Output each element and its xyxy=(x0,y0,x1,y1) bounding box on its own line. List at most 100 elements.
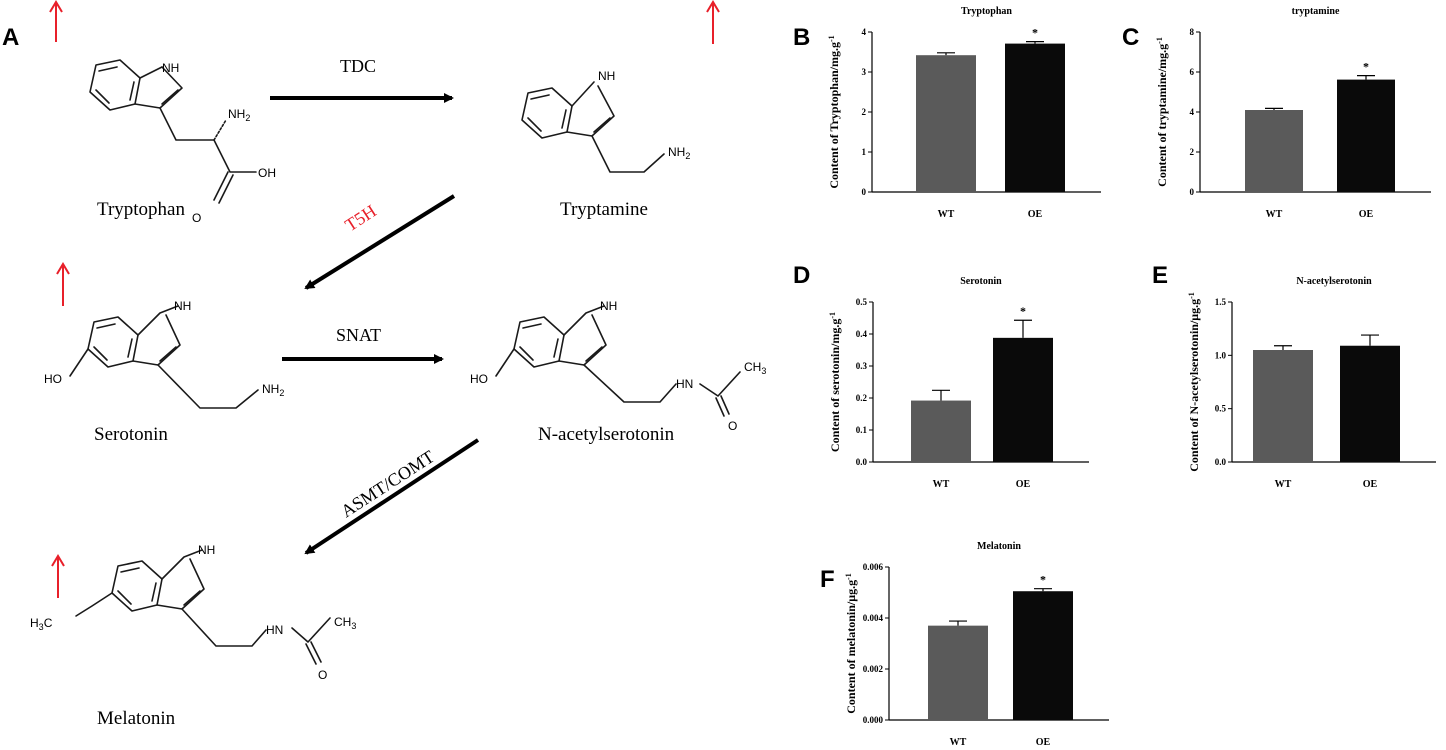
atom-label-o: O xyxy=(728,419,737,433)
atom-label-ho: HO xyxy=(470,372,488,386)
significance-marker-d: * xyxy=(1020,304,1026,318)
category-label-e-wt: WT xyxy=(1275,479,1292,490)
bar-e-oe xyxy=(1340,345,1400,462)
panel-letter-a: A xyxy=(2,24,20,51)
category-label-d-wt: WT xyxy=(933,479,950,490)
compound-name-melatonin: Melatonin xyxy=(97,708,176,729)
y-tick-label-f: 0.006 xyxy=(863,562,884,572)
structure-serotonin: NH HO NH2 xyxy=(44,299,284,409)
atom-label-hn: HN xyxy=(266,623,283,637)
atom-label-o: O xyxy=(318,668,327,682)
atom-label-nh: NH xyxy=(198,543,215,557)
reaction-arrow-t5h xyxy=(304,194,456,290)
bar-b-wt xyxy=(916,55,976,193)
compound-name-tryptophan: Tryptophan xyxy=(97,199,185,220)
significance-marker-f: * xyxy=(1040,573,1046,587)
structure-melatonin: NH H3C HN CH3 O xyxy=(30,543,356,682)
bar-e-wt xyxy=(1253,350,1313,462)
chart-title-f: Melatonin xyxy=(977,541,1021,552)
bar-f-oe xyxy=(1013,591,1073,720)
y-tick-label-c: 2 xyxy=(1190,147,1195,157)
increase-arrow-tryptamine xyxy=(706,0,720,44)
structure-tryptamine: NH NH2 xyxy=(521,69,690,173)
atom-label-ch3: CH3 xyxy=(744,360,766,376)
y-tick-label-f: 0.002 xyxy=(863,664,884,674)
panel-letter-e: E xyxy=(1152,262,1169,289)
chart-title-e: N-acetylserotonin xyxy=(1296,276,1372,287)
chart-title-b: Tryptophan xyxy=(961,6,1012,17)
bar-b-oe xyxy=(1005,43,1065,192)
panel-letter-c: C xyxy=(1122,24,1140,51)
category-label-c-oe: OE xyxy=(1359,209,1374,220)
y-tick-label-c: 0 xyxy=(1190,187,1195,197)
atom-label-oh: OH xyxy=(258,166,276,180)
atom-label-nh2: NH2 xyxy=(262,382,284,398)
y-axis-label-e: Content of N-acetylserotonin/μg.g-1 xyxy=(1187,292,1201,472)
category-label-b-oe: OE xyxy=(1028,209,1043,220)
category-label-d-oe: OE xyxy=(1016,479,1031,490)
y-tick-label-d: 0.0 xyxy=(856,457,868,467)
compound-name-serotonin: Serotonin xyxy=(94,424,168,445)
y-tick-label-f: 0.004 xyxy=(863,613,884,623)
y-tick-label-d: 0.3 xyxy=(856,361,868,371)
significance-marker-c: * xyxy=(1363,60,1369,74)
increase-arrow-melatonin xyxy=(51,554,65,598)
pathway-diagram: TDC T5H SNAT ASMT/COMT Tryptophan Trypta… xyxy=(30,0,766,729)
atom-label-ho: HO xyxy=(44,372,62,386)
y-tick-label-e: 1.5 xyxy=(1215,297,1227,307)
bar-c-wt xyxy=(1245,110,1303,192)
atom-label-h3c: H3C xyxy=(30,616,53,632)
atom-label-nh: NH xyxy=(600,299,617,313)
y-tick-label-b: 4 xyxy=(862,27,867,37)
increase-arrow-tryptophan xyxy=(49,0,63,42)
y-tick-label-b: 2 xyxy=(862,107,867,117)
category-label-b-wt: WT xyxy=(938,209,955,220)
atom-label-nh2: NH2 xyxy=(228,107,250,123)
atom-label-ch3: CH3 xyxy=(334,615,356,631)
y-axis-label-c: Content of tryptamine/mg.g-1 xyxy=(1155,37,1169,187)
enzyme-label-tdc: TDC xyxy=(340,56,376,76)
y-tick-label-c: 6 xyxy=(1190,67,1195,77)
category-label-f-wt: WT xyxy=(950,737,967,748)
y-tick-label-e: 0.5 xyxy=(1215,404,1227,414)
y-tick-label-d: 0.2 xyxy=(856,393,868,403)
y-tick-label-b: 3 xyxy=(862,67,867,77)
chart-title-d: Serotonin xyxy=(960,276,1002,287)
atom-label-o: O xyxy=(192,211,201,225)
atom-label-nh: NH xyxy=(174,299,191,313)
structure-tryptophan: NH NH2 OH O xyxy=(89,59,276,225)
y-tick-label-d: 0.4 xyxy=(856,329,868,339)
panel-letter-f: F xyxy=(820,566,835,593)
structure-n-acetylserotonin: NH HO HN CH3 O xyxy=(470,299,766,433)
y-tick-label-d: 0.1 xyxy=(856,425,868,435)
bar-c-oe xyxy=(1337,79,1395,192)
chart-title-c: tryptamine xyxy=(1292,6,1340,17)
compound-name-tryptamine: Tryptamine xyxy=(560,199,648,220)
y-tick-label-c: 4 xyxy=(1190,107,1195,117)
category-label-e-oe: OE xyxy=(1363,479,1378,490)
bar-d-wt xyxy=(911,400,971,462)
atom-label-nh: NH xyxy=(598,69,615,83)
y-tick-label-e: 0.0 xyxy=(1215,457,1227,467)
y-tick-label-f: 0.000 xyxy=(863,715,884,725)
y-axis-label-f: Content of melatonin/μg.g-1 xyxy=(844,573,858,713)
bar-d-oe xyxy=(993,337,1053,462)
category-label-f-oe: OE xyxy=(1036,737,1051,748)
panel-letter-b: B xyxy=(793,24,811,51)
y-axis-label-d: Content of serotonin/mg.g-1 xyxy=(828,312,842,452)
compound-name-n-acetylserotonin: N-acetylserotonin xyxy=(538,424,675,445)
y-tick-label-e: 1.0 xyxy=(1215,350,1227,360)
enzyme-label-snat: SNAT xyxy=(336,325,381,345)
y-axis-label-b: Content of Tryptophan/mg.g-1 xyxy=(827,35,841,188)
y-tick-label-c: 8 xyxy=(1190,27,1195,37)
y-tick-label-b: 1 xyxy=(862,147,867,157)
atom-label-hn: HN xyxy=(676,377,693,391)
y-tick-label-b: 0 xyxy=(862,187,867,197)
bar-f-wt xyxy=(928,625,988,720)
y-tick-label-d: 0.5 xyxy=(856,297,868,307)
reaction-arrow-asmt-comt xyxy=(304,438,480,555)
category-label-c-wt: WT xyxy=(1266,209,1283,220)
significance-marker-b: * xyxy=(1032,26,1038,40)
